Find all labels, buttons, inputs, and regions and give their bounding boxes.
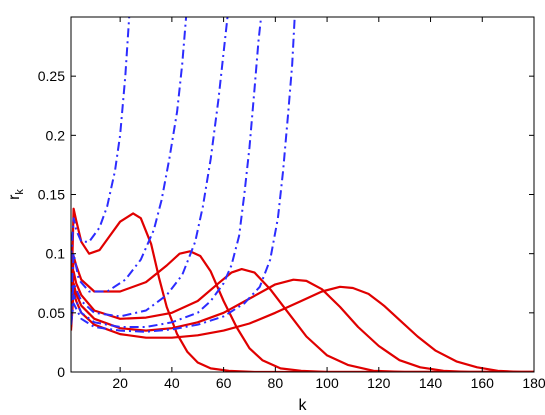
y-tick-label: 0.15 (38, 187, 65, 203)
y-axis-label-subscript: k (14, 189, 26, 195)
x-tick-label: 40 (164, 375, 180, 391)
y-axis-label-main: r (6, 194, 23, 200)
solid-red-curve-2 (71, 250, 534, 372)
x-axis-label: k (299, 397, 308, 414)
axis-ticks (71, 17, 535, 373)
y-tick-label: 0 (57, 364, 65, 380)
y-tick-label: 0.05 (38, 305, 65, 321)
y-tick-label: 0.1 (46, 246, 66, 262)
solid-red-curve-3 (71, 268, 534, 372)
x-tick-label: 100 (315, 375, 339, 391)
y-axis-label: rk (6, 189, 26, 200)
x-tick-label: 120 (367, 375, 391, 391)
solid-red-curve-1 (71, 207, 534, 372)
x-tick-label: 180 (522, 375, 545, 391)
x-tick-label: 80 (268, 375, 284, 391)
y-tick-label: 0.25 (38, 68, 65, 84)
dashdot-blue-curve-10 (71, 17, 296, 333)
solid-red-curve-5 (71, 285, 534, 372)
dashdot-blue-curve-8 (71, 17, 229, 318)
x-tick-label: 140 (419, 375, 443, 391)
y-tick-label: 0.2 (46, 127, 66, 143)
x-tick-label: 60 (216, 375, 232, 391)
solid-red-curve-4 (71, 278, 534, 372)
x-tick-label: 160 (471, 375, 495, 391)
dashdot-blue-curve-9 (71, 17, 263, 328)
x-tick-label: 20 (112, 375, 128, 391)
y-axis-tick-labels: 0 0.05 0.1 0.15 0.2 0.25 (38, 68, 65, 380)
x-axis-tick-labels: 20 40 60 80 100 120 140 160 180 (112, 375, 545, 391)
dashdot-blue-curve-7 (71, 17, 188, 302)
